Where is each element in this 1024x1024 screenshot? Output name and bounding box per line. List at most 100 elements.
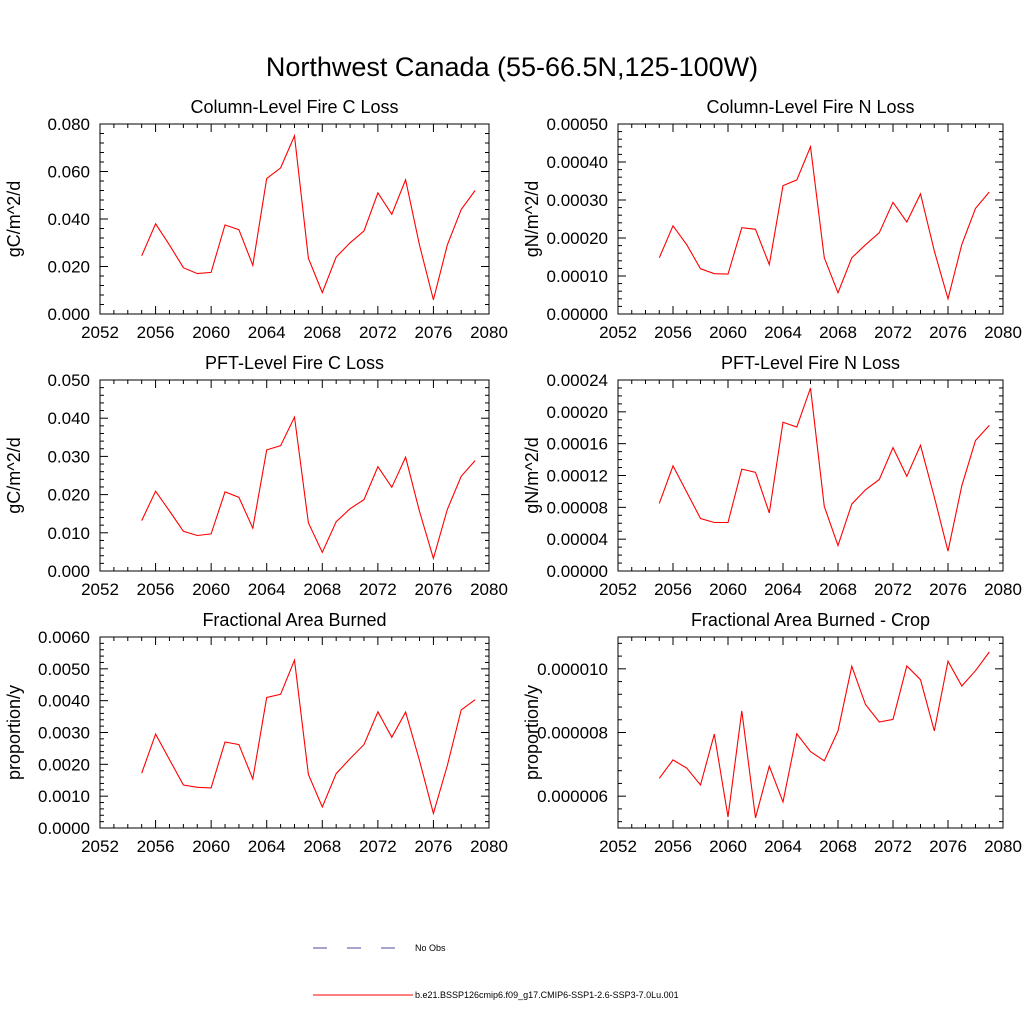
y-tick-label: 0.060 xyxy=(47,163,90,182)
y-tick-label: 0.080 xyxy=(47,115,90,134)
series-line xyxy=(658,144,990,301)
x-tick-label: 2072 xyxy=(359,323,397,342)
y-tick-label: 0.040 xyxy=(47,210,90,229)
x-tick-label: 2076 xyxy=(415,323,453,342)
y-tick-label: 0.000 xyxy=(47,562,90,581)
y-tick-label: 0.020 xyxy=(47,486,90,505)
y-axis-label: proportion/y xyxy=(522,685,542,780)
series-line xyxy=(658,387,990,552)
y-tick-label: 0.00000 xyxy=(547,305,608,324)
x-tick-label: 2076 xyxy=(929,837,967,856)
y-tick-label: 0.00010 xyxy=(547,267,608,286)
series-line xyxy=(141,415,476,561)
x-tick-label: 2064 xyxy=(248,580,286,599)
y-axis-label: proportion/y xyxy=(4,685,24,780)
x-tick-label: 2068 xyxy=(819,837,857,856)
y-tick-label: 0.040 xyxy=(47,409,90,428)
x-tick-label: 2064 xyxy=(764,837,802,856)
x-tick-label: 2056 xyxy=(654,323,692,342)
panels: 2052 2056 2060 2064 2068 2072 2076 2080 0.000 0.0… xyxy=(4,97,1022,856)
x-tick-label: 2072 xyxy=(874,323,912,342)
y-tick-label: 0.00020 xyxy=(547,403,608,422)
chart-panel-1: 2052 2056 2060 2064 2068 2072 2076 2080 0.000 0.0… xyxy=(4,97,508,342)
x-tick-label: 2052 xyxy=(81,580,119,599)
legend: No Obs b.e21.BSSP126cmip6.f09_g17.CMIP6-… xyxy=(313,943,679,1000)
y-axis-label: gC/m^2/d xyxy=(4,181,24,257)
x-tick-label: 2056 xyxy=(137,837,175,856)
panel-title: Fractional Area Burned - Crop xyxy=(691,610,930,630)
x-tick-label: 2064 xyxy=(764,580,802,599)
x-tick-label: 2072 xyxy=(874,580,912,599)
y-axis-label: gN/m^2/d xyxy=(522,437,542,513)
x-tick-label: 2056 xyxy=(654,580,692,599)
x-tick-label: 2076 xyxy=(415,837,453,856)
y-tick-label: 0.000008 xyxy=(537,724,608,743)
x-tick-label: 2060 xyxy=(709,837,747,856)
plot-frame xyxy=(617,123,1004,315)
x-tick-label: 2064 xyxy=(248,323,286,342)
x-tick-label: 2052 xyxy=(81,323,119,342)
y-tick-label: 0.000006 xyxy=(537,787,608,806)
legend-label-no-obs: No Obs xyxy=(415,943,446,953)
chart-panel-2: 2052 2056 2060 2064 2068 2072 2076 2080 0.00000 0… xyxy=(522,97,1022,342)
x-tick-label: 2068 xyxy=(819,323,857,342)
panel-title: Column-Level Fire C Loss xyxy=(190,97,398,117)
y-tick-label: 0.0020 xyxy=(38,755,90,774)
y-tick-label: 0.00024 xyxy=(547,371,608,390)
panel-title: PFT-Level Fire C Loss xyxy=(205,353,384,373)
x-tick-label: 2056 xyxy=(654,837,692,856)
panel-title: Fractional Area Burned xyxy=(202,610,386,630)
x-tick-label: 2080 xyxy=(984,323,1022,342)
panel-title: Column-Level Fire N Loss xyxy=(706,97,914,117)
x-tick-label: 2080 xyxy=(470,580,508,599)
x-tick-label: 2052 xyxy=(599,837,637,856)
y-tick-label: 0.00040 xyxy=(547,153,608,172)
figure-title: Northwest Canada (55-66.5N,125-100W) xyxy=(266,52,758,82)
y-tick-label: 0.00008 xyxy=(547,498,608,517)
x-tick-label: 2076 xyxy=(929,323,967,342)
y-tick-label: 0.020 xyxy=(47,258,90,277)
y-tick-label: 0.0010 xyxy=(38,787,90,806)
x-tick-label: 2052 xyxy=(599,323,637,342)
x-tick-label: 2068 xyxy=(303,837,341,856)
series-line xyxy=(658,651,990,818)
series-line xyxy=(141,658,476,816)
chart-panel-5: 2052 2056 2060 2064 2068 2072 2076 2080 0.0000 0.… xyxy=(4,610,508,856)
x-tick-label: 2080 xyxy=(470,323,508,342)
x-tick-label: 2052 xyxy=(81,837,119,856)
x-tick-label: 2080 xyxy=(984,837,1022,856)
plot-frame xyxy=(99,379,490,572)
plot-frame xyxy=(99,636,490,829)
x-tick-label: 2064 xyxy=(248,837,286,856)
x-tick-label: 2060 xyxy=(192,580,230,599)
x-tick-label: 2076 xyxy=(929,580,967,599)
y-axis-label: gC/m^2/d xyxy=(4,437,24,513)
x-tick-label: 2076 xyxy=(415,580,453,599)
plot-frame xyxy=(617,636,1004,829)
chart-panel-3: 2052 2056 2060 2064 2068 2072 2076 2080 0.000 0.0… xyxy=(4,353,508,599)
x-tick-label: 2072 xyxy=(359,580,397,599)
y-tick-label: 0.0000 xyxy=(38,819,90,838)
legend-label-model: b.e21.BSSP126cmip6.f09_g17.CMIP6-SSP1-2.… xyxy=(415,990,679,1000)
x-tick-label: 2060 xyxy=(192,323,230,342)
x-tick-label: 2060 xyxy=(709,580,747,599)
chart-panel-4: 2052 2056 2060 2064 2068 2072 2076 2080 0.00000 0… xyxy=(522,353,1022,599)
x-tick-label: 2072 xyxy=(874,837,912,856)
y-tick-label: 0.050 xyxy=(47,371,90,390)
chart-panel-6: 2052 2056 2060 2064 2068 2072 2076 2080 0.000006… xyxy=(522,610,1022,856)
y-tick-label: 0.000 xyxy=(47,305,90,324)
x-tick-label: 2056 xyxy=(137,323,175,342)
x-tick-label: 2056 xyxy=(137,580,175,599)
y-tick-label: 0.030 xyxy=(47,447,90,466)
x-tick-label: 2068 xyxy=(303,323,341,342)
plot-frame xyxy=(99,123,490,315)
x-tick-label: 2072 xyxy=(359,837,397,856)
y-tick-label: 0.00050 xyxy=(547,115,608,134)
x-tick-label: 2080 xyxy=(984,580,1022,599)
y-tick-label: 0.00016 xyxy=(547,435,608,454)
y-tick-label: 0.00020 xyxy=(547,229,608,248)
y-tick-label: 0.000010 xyxy=(537,660,608,679)
y-tick-label: 0.00012 xyxy=(547,467,608,486)
